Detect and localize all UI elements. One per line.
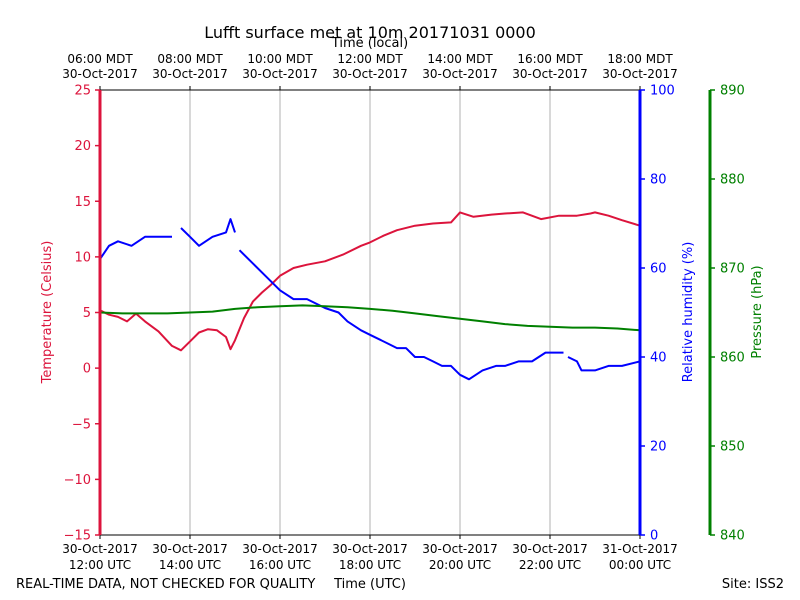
- bottom-axis-label: Time (UTC): [333, 577, 406, 592]
- humidity-tick-label: 0: [650, 529, 658, 544]
- humidity-tick-label: 60: [650, 262, 667, 277]
- temperature-tick-label: 10: [74, 250, 91, 265]
- site-label: Site: ISS2: [722, 577, 784, 592]
- top-tick-label: 30-Oct-2017: [152, 67, 228, 81]
- humidity-series-line: [99, 235, 172, 260]
- temperature-tick-label: 0: [83, 362, 91, 377]
- temperature-tick-label: −15: [64, 529, 91, 544]
- top-tick-label: 14:00 MDT: [427, 52, 493, 66]
- temperature-axis-label: Temperature (Celsius): [40, 241, 55, 385]
- top-tick-label: 30-Oct-2017: [332, 67, 408, 81]
- top-tick-label: 16:00 MDT: [517, 52, 583, 66]
- top-tick-label: 30-Oct-2017: [512, 67, 588, 81]
- top-tick-label: 30-Oct-2017: [242, 67, 318, 81]
- bottom-tick-label: 30-Oct-2017: [332, 542, 408, 556]
- axes-layer: 30-Oct-2017 12:00 UTC 30-Oct-2017 14:00 UTC…: [62, 52, 745, 572]
- top-tick-label: 06:00 MDT: [67, 52, 133, 66]
- temperature-tick-label: 5: [83, 306, 91, 321]
- chart-title: Lufft surface met at 10m 20171031 0000: [204, 23, 536, 42]
- bottom-tick-label: 30-Oct-2017: [62, 542, 138, 556]
- temperature-tick-label: −5: [72, 417, 91, 432]
- top-tick-label: 08:00 MDT: [157, 52, 223, 66]
- top-tick-label: 18:00 MDT: [607, 52, 673, 66]
- top-axis-label: Time (local): [331, 36, 408, 51]
- pressure-tick-label: 860: [720, 351, 745, 366]
- top-tick-label: 12:00 MDT: [337, 52, 403, 66]
- pressure-tick-label: 870: [720, 262, 745, 277]
- temperature-tick-label: −10: [64, 473, 91, 488]
- bottom-tick-label: 20:00 UTC: [429, 558, 491, 572]
- bottom-tick-label: 30-Oct-2017: [152, 542, 228, 556]
- quality-disclaimer: REAL-TIME DATA, NOT CHECKED FOR QUALITY: [16, 577, 315, 592]
- bottom-tick-label: 30-Oct-2017: [422, 542, 498, 556]
- bottom-tick-label: 14:00 UTC: [159, 558, 221, 572]
- humidity-tick-label: 100: [650, 84, 675, 99]
- bottom-tick-label: 12:00 UTC: [69, 558, 131, 572]
- bottom-tick-label: 22:00 UTC: [519, 558, 581, 572]
- top-tick-label: 10:00 MDT: [247, 52, 313, 66]
- temperature-tick-label: 25: [74, 84, 91, 99]
- pressure-tick-label: 850: [720, 440, 745, 455]
- humidity-tick-label: 80: [650, 173, 667, 188]
- top-tick-label: 30-Oct-2017: [602, 67, 678, 81]
- humidity-tick-label: 40: [650, 351, 667, 366]
- humidity-tick-label: 20: [650, 440, 667, 455]
- pressure-tick-label: 880: [720, 173, 745, 188]
- top-tick-label: 30-Oct-2017: [422, 67, 498, 81]
- pressure-series-line: [99, 304, 641, 332]
- temperature-series-line: [99, 211, 641, 352]
- top-tick-label: 30-Oct-2017: [62, 67, 138, 81]
- humidity-series-line: [180, 218, 236, 247]
- bottom-tick-label: 16:00 UTC: [249, 558, 311, 572]
- bottom-tick-label: 18:00 UTC: [339, 558, 401, 572]
- bottom-tick-label: 30-Oct-2017: [512, 542, 588, 556]
- vertical-grid: [189, 90, 551, 535]
- humidity-series-line: [238, 249, 564, 381]
- bottom-tick-label: 30-Oct-2017: [242, 542, 318, 556]
- pressure-tick-label: 840: [720, 529, 745, 544]
- temperature-tick-label: 15: [74, 195, 91, 210]
- bottom-tick-label: 00:00 UTC: [609, 558, 671, 572]
- temperature-tick-label: 20: [74, 139, 91, 154]
- pressure-tick-label: 890: [720, 84, 745, 99]
- pressure-axis-label: Pressure (hPa): [750, 265, 765, 358]
- bottom-tick-label: 31-Oct-2017: [602, 542, 678, 556]
- series-layer: [99, 211, 641, 381]
- humidity-series-line: [567, 356, 641, 372]
- humidity-axis-label: Relative humidity (%): [681, 242, 696, 383]
